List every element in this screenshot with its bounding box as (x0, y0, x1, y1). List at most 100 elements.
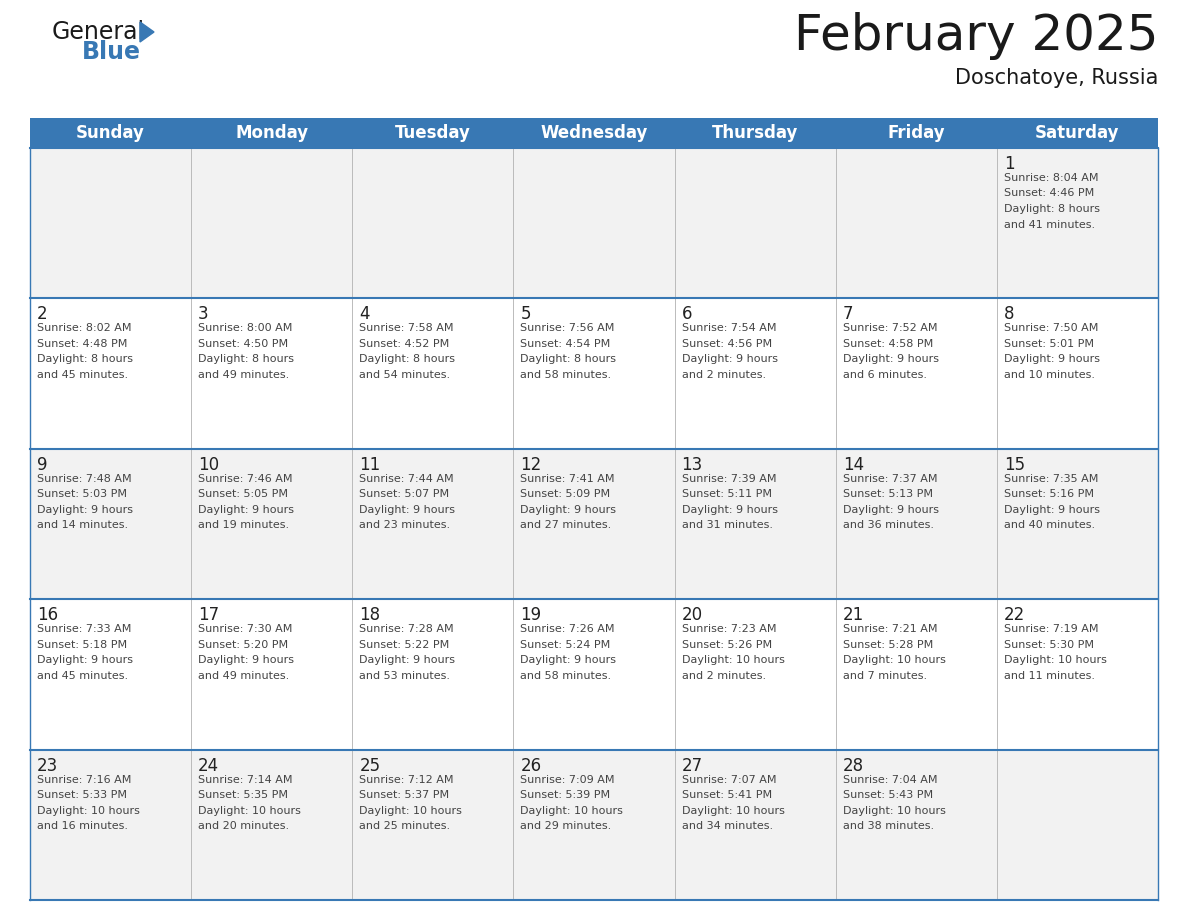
Text: Sunrise: 7:54 AM: Sunrise: 7:54 AM (682, 323, 776, 333)
Text: 12: 12 (520, 456, 542, 474)
Text: Sunset: 5:30 PM: Sunset: 5:30 PM (1004, 640, 1094, 650)
Text: 1: 1 (1004, 155, 1015, 173)
Text: 4: 4 (359, 306, 369, 323)
Bar (30, 148, 1158, 298)
Text: 23: 23 (37, 756, 58, 775)
Text: Daylight: 10 hours: Daylight: 10 hours (842, 806, 946, 815)
Text: Sunset: 5:41 PM: Sunset: 5:41 PM (682, 790, 772, 800)
Text: Sunrise: 7:26 AM: Sunrise: 7:26 AM (520, 624, 615, 634)
Text: Daylight: 9 hours: Daylight: 9 hours (359, 655, 455, 666)
Text: 27: 27 (682, 756, 702, 775)
Text: Sunset: 5:18 PM: Sunset: 5:18 PM (37, 640, 127, 650)
Text: Sunrise: 7:07 AM: Sunrise: 7:07 AM (682, 775, 776, 785)
Text: Sunrise: 8:02 AM: Sunrise: 8:02 AM (37, 323, 132, 333)
Text: Daylight: 9 hours: Daylight: 9 hours (520, 505, 617, 515)
Text: and 58 minutes.: and 58 minutes. (520, 370, 612, 380)
Text: Daylight: 8 hours: Daylight: 8 hours (359, 354, 455, 364)
Text: Sunset: 4:46 PM: Sunset: 4:46 PM (1004, 188, 1094, 198)
Text: 13: 13 (682, 456, 703, 474)
Text: Sunset: 5:39 PM: Sunset: 5:39 PM (520, 790, 611, 800)
Text: and 58 minutes.: and 58 minutes. (520, 671, 612, 681)
Text: and 49 minutes.: and 49 minutes. (198, 671, 290, 681)
Text: 16: 16 (37, 606, 58, 624)
Text: Daylight: 9 hours: Daylight: 9 hours (1004, 505, 1100, 515)
Text: Sunset: 5:07 PM: Sunset: 5:07 PM (359, 489, 449, 499)
Text: Sunrise: 7:28 AM: Sunrise: 7:28 AM (359, 624, 454, 634)
Text: and 45 minutes.: and 45 minutes. (37, 370, 128, 380)
Text: Sunrise: 7:39 AM: Sunrise: 7:39 AM (682, 474, 776, 484)
Text: Sunset: 5:09 PM: Sunset: 5:09 PM (520, 489, 611, 499)
Text: Daylight: 9 hours: Daylight: 9 hours (682, 354, 778, 364)
Text: Sunset: 5:13 PM: Sunset: 5:13 PM (842, 489, 933, 499)
Text: Daylight: 10 hours: Daylight: 10 hours (359, 806, 462, 815)
Text: and 40 minutes.: and 40 minutes. (1004, 521, 1095, 531)
Text: 2: 2 (37, 306, 48, 323)
Text: Sunrise: 7:52 AM: Sunrise: 7:52 AM (842, 323, 937, 333)
Text: Doschatoye, Russia: Doschatoye, Russia (955, 68, 1158, 88)
Text: and 29 minutes.: and 29 minutes. (520, 821, 612, 831)
Text: Daylight: 10 hours: Daylight: 10 hours (198, 806, 301, 815)
Text: 18: 18 (359, 606, 380, 624)
Text: Daylight: 10 hours: Daylight: 10 hours (520, 806, 624, 815)
Text: Daylight: 9 hours: Daylight: 9 hours (1004, 354, 1100, 364)
Text: Monday: Monday (235, 124, 308, 142)
Text: and 11 minutes.: and 11 minutes. (1004, 671, 1095, 681)
Text: 26: 26 (520, 756, 542, 775)
Text: and 41 minutes.: and 41 minutes. (1004, 219, 1095, 230)
Text: and 53 minutes.: and 53 minutes. (359, 671, 450, 681)
Text: and 34 minutes.: and 34 minutes. (682, 821, 772, 831)
Text: Sunset: 5:33 PM: Sunset: 5:33 PM (37, 790, 127, 800)
Text: Sunset: 5:28 PM: Sunset: 5:28 PM (842, 640, 933, 650)
Text: Sunset: 5:01 PM: Sunset: 5:01 PM (1004, 339, 1094, 349)
Text: Sunrise: 7:09 AM: Sunrise: 7:09 AM (520, 775, 615, 785)
Text: Sunrise: 7:19 AM: Sunrise: 7:19 AM (1004, 624, 1099, 634)
Text: Daylight: 9 hours: Daylight: 9 hours (842, 505, 939, 515)
Text: and 31 minutes.: and 31 minutes. (682, 521, 772, 531)
Text: Sunset: 5:22 PM: Sunset: 5:22 PM (359, 640, 449, 650)
Text: Sunrise: 7:04 AM: Sunrise: 7:04 AM (842, 775, 937, 785)
Text: Daylight: 10 hours: Daylight: 10 hours (682, 655, 784, 666)
Text: Daylight: 9 hours: Daylight: 9 hours (37, 655, 133, 666)
Text: 19: 19 (520, 606, 542, 624)
Text: Daylight: 10 hours: Daylight: 10 hours (682, 806, 784, 815)
Text: Sunrise: 7:48 AM: Sunrise: 7:48 AM (37, 474, 132, 484)
Text: Sunset: 5:26 PM: Sunset: 5:26 PM (682, 640, 772, 650)
Text: Sunset: 4:58 PM: Sunset: 4:58 PM (842, 339, 933, 349)
Text: Sunrise: 7:14 AM: Sunrise: 7:14 AM (198, 775, 292, 785)
Text: Sunrise: 7:12 AM: Sunrise: 7:12 AM (359, 775, 454, 785)
Text: Thursday: Thursday (712, 124, 798, 142)
Text: Saturday: Saturday (1035, 124, 1119, 142)
Text: Sunrise: 7:23 AM: Sunrise: 7:23 AM (682, 624, 776, 634)
Text: Daylight: 8 hours: Daylight: 8 hours (1004, 204, 1100, 214)
Text: and 27 minutes.: and 27 minutes. (520, 521, 612, 531)
Text: Sunrise: 7:21 AM: Sunrise: 7:21 AM (842, 624, 937, 634)
Text: Sunrise: 7:35 AM: Sunrise: 7:35 AM (1004, 474, 1098, 484)
Text: Wednesday: Wednesday (541, 124, 647, 142)
Text: 14: 14 (842, 456, 864, 474)
Text: Sunrise: 7:56 AM: Sunrise: 7:56 AM (520, 323, 615, 333)
Text: Sunrise: 7:30 AM: Sunrise: 7:30 AM (198, 624, 292, 634)
Polygon shape (140, 22, 154, 42)
Text: Daylight: 9 hours: Daylight: 9 hours (198, 505, 295, 515)
Bar (30, 449, 1158, 599)
Text: 5: 5 (520, 306, 531, 323)
Text: Sunset: 4:52 PM: Sunset: 4:52 PM (359, 339, 449, 349)
Text: Sunset: 5:16 PM: Sunset: 5:16 PM (1004, 489, 1094, 499)
Text: Daylight: 9 hours: Daylight: 9 hours (842, 354, 939, 364)
Bar (30, 750, 1158, 900)
Text: February 2025: February 2025 (794, 12, 1158, 60)
Text: 24: 24 (198, 756, 220, 775)
Text: Sunrise: 7:58 AM: Sunrise: 7:58 AM (359, 323, 454, 333)
Text: Sunrise: 7:16 AM: Sunrise: 7:16 AM (37, 775, 132, 785)
Text: 21: 21 (842, 606, 864, 624)
Bar (30, 298, 1158, 449)
Text: 17: 17 (198, 606, 220, 624)
Text: Sunrise: 7:50 AM: Sunrise: 7:50 AM (1004, 323, 1098, 333)
Text: Daylight: 8 hours: Daylight: 8 hours (520, 354, 617, 364)
Bar (30, 118, 1158, 148)
Text: Daylight: 10 hours: Daylight: 10 hours (842, 655, 946, 666)
Text: Sunset: 5:43 PM: Sunset: 5:43 PM (842, 790, 933, 800)
Text: Blue: Blue (82, 40, 141, 64)
Text: Daylight: 10 hours: Daylight: 10 hours (1004, 655, 1107, 666)
Text: Sunrise: 8:04 AM: Sunrise: 8:04 AM (1004, 173, 1099, 183)
